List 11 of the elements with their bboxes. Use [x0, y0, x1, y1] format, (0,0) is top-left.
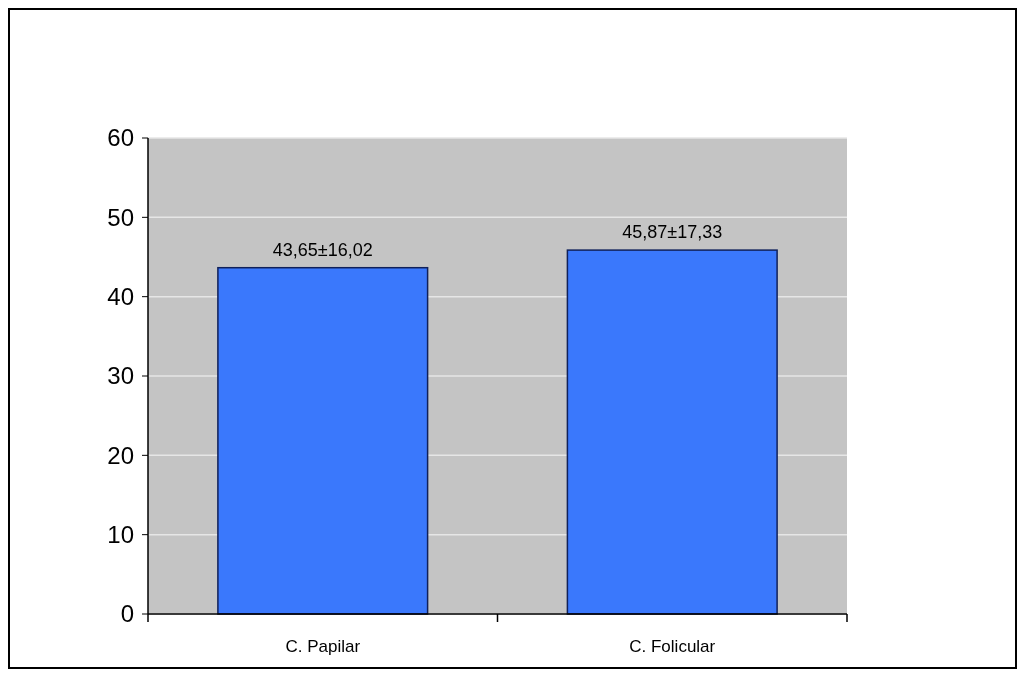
y-tick-label: 20	[107, 441, 134, 469]
y-tick-label: 60	[107, 124, 134, 152]
y-tick-label: 30	[107, 362, 134, 390]
y-tick-label: 50	[107, 203, 134, 231]
y-tick-label: 0	[120, 600, 134, 628]
data-label: 45,87±17,33	[622, 222, 723, 243]
x-tick-label: C. Folicular	[629, 637, 716, 656]
data-label: 43,65±16,02	[272, 239, 373, 260]
x-tick-label: C. Papilar	[285, 637, 361, 656]
y-tick-label: 40	[107, 283, 134, 311]
y-tick-label: 10	[107, 521, 134, 549]
